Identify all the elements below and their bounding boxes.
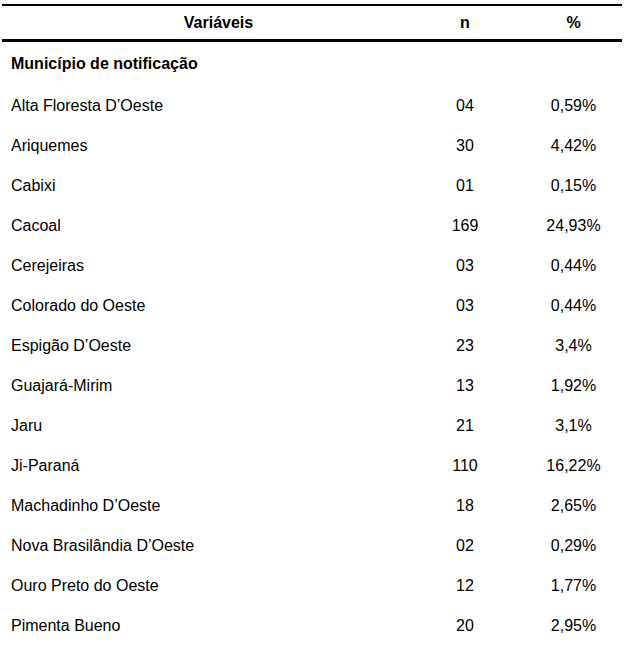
cell-variable: Machadinho D’Oeste xyxy=(2,486,435,526)
cell-n: 01 xyxy=(435,166,495,206)
cell-n: 169 xyxy=(435,206,495,246)
table-row: Ouro Preto do Oeste 12 1,77% xyxy=(2,566,622,606)
cell-variable: Espigão D’Oeste xyxy=(2,326,435,366)
table-row: Cerejeiras 03 0,44% xyxy=(2,246,622,286)
table-header-row: Variáveis n % xyxy=(2,5,622,41)
cell-variable: Ariquemes xyxy=(2,126,435,166)
cell-percent: 0,15% xyxy=(495,166,622,206)
table-row: Jaru 21 3,1% xyxy=(2,406,622,446)
variables-table: Variáveis n % Município de notificação A… xyxy=(2,4,622,646)
cell-n: 03 xyxy=(435,246,495,286)
table-row: Alta Floresta D’Oeste 04 0,59% xyxy=(2,86,622,126)
table-row: Colorado do Oeste 03 0,44% xyxy=(2,286,622,326)
cell-percent: 3,4% xyxy=(495,326,622,366)
cell-variable: Guajará-Mirim xyxy=(2,366,435,406)
cell-n: 13 xyxy=(435,366,495,406)
cell-n: 30 xyxy=(435,126,495,166)
cell-variable: Nova Brasilândia D’Oeste xyxy=(2,526,435,566)
section-header-label: Município de notificação xyxy=(2,41,622,87)
table-row: Nova Brasilândia D’Oeste 02 0,29% xyxy=(2,526,622,566)
column-header-n: n xyxy=(435,5,495,41)
cell-variable: Jaru xyxy=(2,406,435,446)
cell-percent: 0,59% xyxy=(495,86,622,126)
section-header-row: Município de notificação xyxy=(2,41,622,87)
column-header-variables: Variáveis xyxy=(2,5,435,41)
cell-n: 12 xyxy=(435,566,495,606)
cell-percent: 2,95% xyxy=(495,606,622,646)
cell-variable: Colorado do Oeste xyxy=(2,286,435,326)
cell-n: 110 xyxy=(435,446,495,486)
cell-percent: 2,65% xyxy=(495,486,622,526)
cell-percent: 0,29% xyxy=(495,526,622,566)
column-header-percent: % xyxy=(495,5,622,41)
cell-n: 04 xyxy=(435,86,495,126)
cell-n: 02 xyxy=(435,526,495,566)
cell-variable: Alta Floresta D’Oeste xyxy=(2,86,435,126)
cell-percent: 4,42% xyxy=(495,126,622,166)
cell-variable: Cacoal xyxy=(2,206,435,246)
cell-percent: 1,77% xyxy=(495,566,622,606)
cell-percent: 0,44% xyxy=(495,286,622,326)
table-row: Espigão D’Oeste 23 3,4% xyxy=(2,326,622,366)
cell-percent: 24,93% xyxy=(495,206,622,246)
cell-percent: 0,44% xyxy=(495,246,622,286)
table-row: Machadinho D’Oeste 18 2,65% xyxy=(2,486,622,526)
cell-n: 03 xyxy=(435,286,495,326)
cell-variable: Pimenta Bueno xyxy=(2,606,435,646)
table-row: Cacoal 169 24,93% xyxy=(2,206,622,246)
cell-n: 18 xyxy=(435,486,495,526)
cell-variable: Ji-Paraná xyxy=(2,446,435,486)
table-row: Ariquemes 30 4,42% xyxy=(2,126,622,166)
table-row: Ji-Paraná 110 16,22% xyxy=(2,446,622,486)
cell-variable: Cerejeiras xyxy=(2,246,435,286)
cell-percent: 1,92% xyxy=(495,366,622,406)
cell-percent: 3,1% xyxy=(495,406,622,446)
table-row: Cabixi 01 0,15% xyxy=(2,166,622,206)
cell-variable: Cabixi xyxy=(2,166,435,206)
table-row: Guajará-Mirim 13 1,92% xyxy=(2,366,622,406)
cell-variable: Ouro Preto do Oeste xyxy=(2,566,435,606)
cell-n: 23 xyxy=(435,326,495,366)
cell-percent: 16,22% xyxy=(495,446,622,486)
cell-n: 21 xyxy=(435,406,495,446)
table-row: Pimenta Bueno 20 2,95% xyxy=(2,606,622,646)
cell-n: 20 xyxy=(435,606,495,646)
